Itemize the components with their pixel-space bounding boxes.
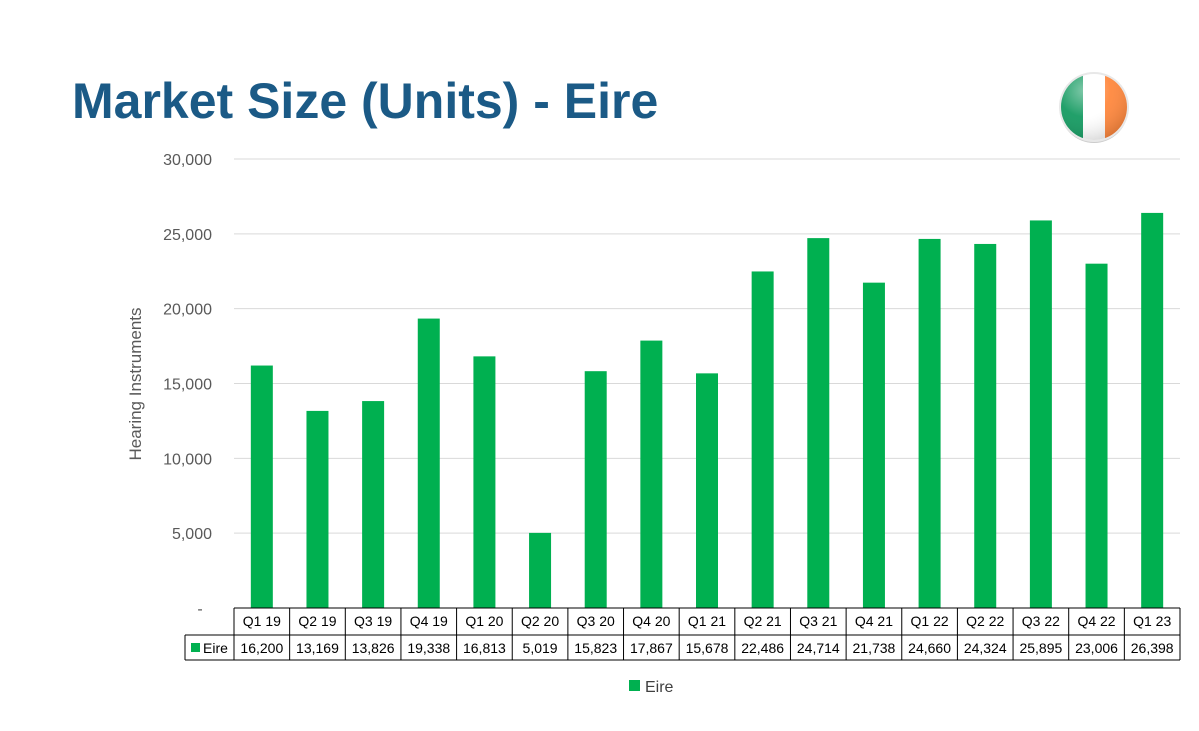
- data-label: 21,738: [853, 640, 896, 656]
- x-tick-label: Q1 21: [688, 613, 726, 629]
- data-label: 25,895: [1019, 640, 1062, 656]
- bar: [584, 371, 607, 608]
- table-series-label: Eire: [203, 640, 228, 656]
- table-series-swatch: [191, 643, 200, 652]
- page-title: Market Size (Units) - Eire: [72, 73, 659, 129]
- y-tick-label: 20,000: [163, 302, 212, 319]
- y-tick-label: -: [197, 601, 202, 618]
- y-tick-label: 30,000: [163, 152, 212, 169]
- bar: [751, 271, 774, 608]
- y-tick-label: 15,000: [163, 377, 212, 394]
- data-label: 15,678: [686, 640, 729, 656]
- y-tick-label: 25,000: [163, 227, 212, 244]
- x-tick-label: Q3 22: [1022, 613, 1060, 629]
- x-tick-label: Q4 19: [410, 613, 448, 629]
- legend: Eire: [629, 679, 674, 696]
- y-axis-label: Hearing Instruments: [126, 307, 145, 460]
- bar: [1141, 212, 1164, 609]
- data-label: 26,398: [1131, 640, 1174, 656]
- bar: [1029, 220, 1052, 608]
- bar: [974, 243, 997, 608]
- x-tick-label: Q1 22: [911, 613, 949, 629]
- bar: [417, 318, 440, 608]
- y-tick-label: 10,000: [163, 451, 212, 468]
- x-tick-label: Q1 20: [465, 613, 503, 629]
- legend-label: Eire: [645, 679, 674, 696]
- bar: [1085, 263, 1108, 608]
- data-label: 13,169: [296, 640, 339, 656]
- data-label: 17,867: [630, 640, 673, 656]
- bar: [640, 340, 663, 608]
- x-tick-label: Q2 19: [298, 613, 336, 629]
- y-tick-label: 5,000: [172, 526, 212, 543]
- x-tick-label: Q3 21: [799, 613, 837, 629]
- x-tick-label: Q4 21: [855, 613, 893, 629]
- legend-swatch: [629, 680, 640, 691]
- data-label: 5,019: [523, 640, 558, 656]
- x-tick-label: Q2 21: [744, 613, 782, 629]
- data-label: 15,823: [574, 640, 617, 656]
- x-tick-label: Q2 20: [521, 613, 559, 629]
- ireland-flag-icon: [1059, 72, 1129, 143]
- bar: [362, 401, 385, 608]
- x-tick-label: Q4 20: [632, 613, 670, 629]
- bars: [250, 212, 1164, 609]
- data-label: 16,813: [463, 640, 506, 656]
- x-tick-label: Q4 22: [1077, 613, 1115, 629]
- data-label: 24,324: [964, 640, 1007, 656]
- data-label: 13,826: [352, 640, 395, 656]
- bar: [918, 238, 941, 608]
- x-tick-label: Q2 22: [966, 613, 1004, 629]
- bar: [250, 365, 273, 608]
- bar: [306, 410, 329, 608]
- x-tick-label: Q1 19: [243, 613, 281, 629]
- data-label: 24,714: [797, 640, 840, 656]
- x-tick-label: Q3 19: [354, 613, 392, 629]
- bar: [862, 282, 885, 608]
- data-label: 23,006: [1075, 640, 1118, 656]
- y-axis-ticks: - 5,000 10,000 15,000 20,000 25,000 30,000: [163, 152, 212, 618]
- bar: [529, 532, 552, 608]
- bar: [473, 356, 496, 608]
- data-label: 19,338: [407, 640, 450, 656]
- data-label: 24,660: [908, 640, 951, 656]
- bar: [696, 373, 718, 608]
- x-tick-label: Q1 23: [1133, 613, 1171, 629]
- x-tick-label: Q3 20: [577, 613, 615, 629]
- data-label: 22,486: [741, 640, 784, 656]
- bar: [807, 238, 830, 608]
- data-table: Q1 19 16,200 Q2 19 13,169 Q3 19 13,826 Q4 19 19…: [184, 607, 1181, 661]
- data-label: 16,200: [240, 640, 283, 656]
